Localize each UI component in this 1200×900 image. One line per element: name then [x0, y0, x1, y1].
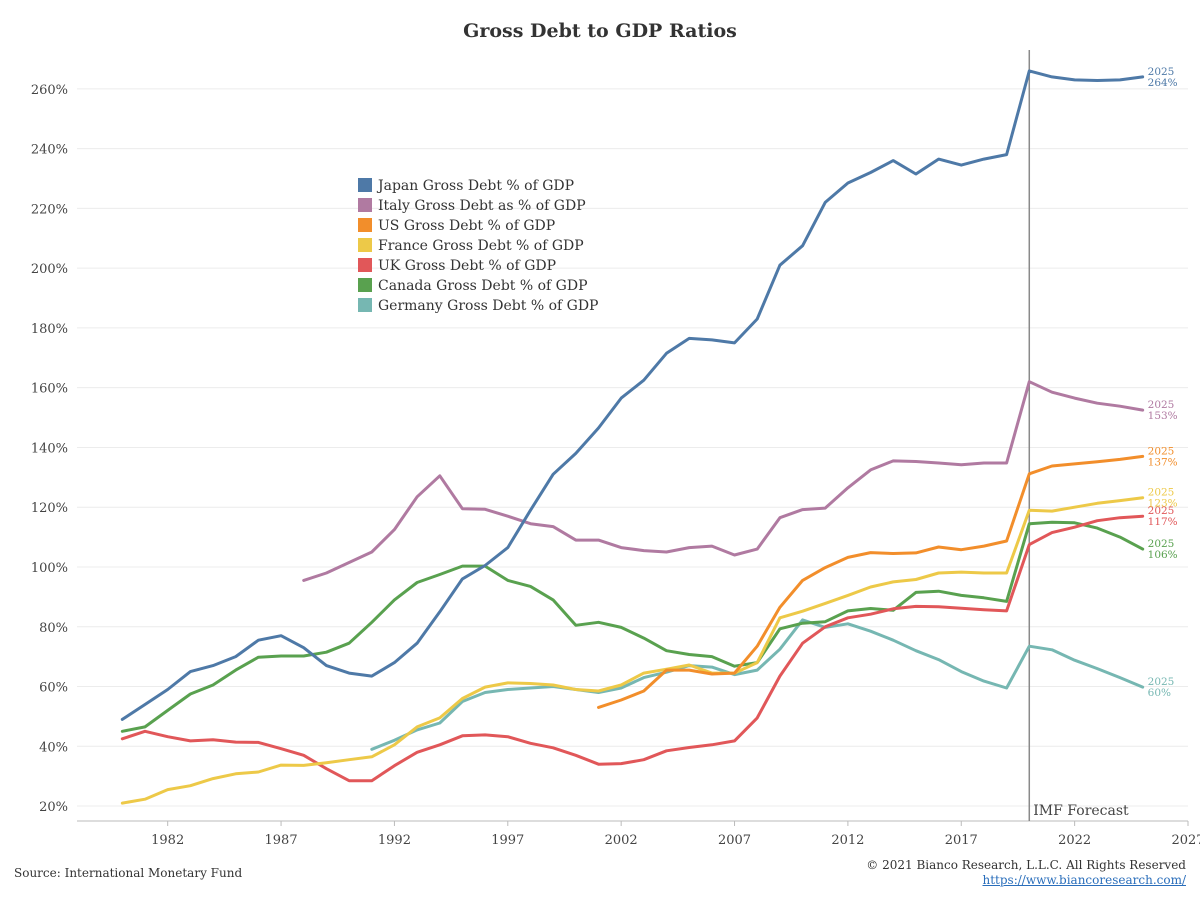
- x-tick-label: 2027: [1171, 833, 1200, 848]
- y-tick-label: 20%: [39, 800, 68, 815]
- y-tick-label: 60%: [39, 681, 68, 696]
- legend-swatch-us: [358, 218, 372, 232]
- legend-swatch-japan: [358, 178, 372, 192]
- legend-swatch-uk: [358, 258, 372, 272]
- legend-label-canada: Canada Gross Debt % of GDP: [378, 278, 588, 294]
- y-tick-label: 200%: [31, 262, 68, 277]
- x-tick-label: 1992: [378, 833, 411, 848]
- legend-label-uk: UK Gross Debt % of GDP: [378, 258, 556, 274]
- legend-swatch-italy: [358, 198, 372, 212]
- end-label-year-us: 2025: [1148, 445, 1175, 457]
- end-label-year-japan: 2025: [1148, 66, 1175, 78]
- legend-label-france: France Gross Debt % of GDP: [378, 238, 584, 254]
- source-note: Source: International Monetary Fund: [14, 866, 243, 880]
- legend-label-us: US Gross Debt % of GDP: [378, 218, 555, 234]
- axes: 20% 40% 60% 80% 100% 120% 140% 160% 180% 200% 220%…: [31, 50, 1200, 848]
- x-tick-label: 2012: [831, 833, 864, 848]
- end-label-year-uk: 2025: [1148, 505, 1175, 517]
- series-line-us: [597, 454, 1145, 709]
- chart-title: Gross Debt to GDP Ratios: [463, 20, 737, 42]
- forecast-annotation: IMF Forecast: [1033, 803, 1129, 819]
- end-label-value-japan: 264%: [1148, 77, 1178, 89]
- series-line-italy: [302, 380, 1145, 582]
- end-label-year-canada: 2025: [1148, 538, 1175, 550]
- end-label-year-italy: 2025: [1148, 399, 1175, 411]
- end-label-value-italy: 153%: [1148, 410, 1178, 422]
- x-tick-label: 2017: [945, 833, 978, 848]
- copyright-block: © 2021 Bianco Research, L.L.C. All Right…: [866, 858, 1186, 888]
- series-line-france: [120, 496, 1145, 805]
- series-lines: [120, 69, 1145, 805]
- x-tick-label: 1987: [265, 833, 298, 848]
- series-line-japan: [120, 69, 1145, 721]
- series-line-uk: [120, 514, 1145, 783]
- y-tick-label: 240%: [31, 143, 68, 158]
- legend-label-japan: Japan Gross Debt % of GDP: [376, 178, 574, 194]
- grid-lines: [77, 88, 1188, 807]
- x-tick-label: 1982: [151, 833, 184, 848]
- legend-swatch-germany: [358, 298, 372, 312]
- series-line-germany: [370, 618, 1145, 751]
- legend-swatch-france: [358, 238, 372, 252]
- x-tick-label: 2022: [1058, 833, 1091, 848]
- legend-label-germany: Germany Gross Debt % of GDP: [378, 298, 598, 314]
- end-label-value-germany: 60%: [1148, 687, 1171, 699]
- legend: Japan Gross Debt % of GDP Italy Gross Deb…: [358, 178, 598, 314]
- y-tick-label: 180%: [31, 322, 68, 337]
- legend-label-italy: Italy Gross Debt as % of GDP: [378, 198, 586, 214]
- y-tick-label: 100%: [31, 561, 68, 576]
- end-label-value-canada: 106%: [1148, 549, 1178, 561]
- x-tick-label: 1997: [491, 833, 524, 848]
- copyright-text: © 2021 Bianco Research, L.L.C. All Right…: [866, 858, 1186, 872]
- y-tick-label: 260%: [31, 83, 68, 98]
- x-tick-label: 2007: [718, 833, 751, 848]
- legend-swatch-canada: [358, 278, 372, 292]
- x-tick-label: 2002: [605, 833, 638, 848]
- y-tick-label: 220%: [31, 202, 68, 217]
- end-label-value-us: 137%: [1148, 456, 1178, 468]
- end-label-value-france: 123%: [1148, 498, 1178, 510]
- y-tick-label: 120%: [31, 501, 68, 516]
- y-tick-label: 80%: [39, 621, 68, 636]
- y-tick-label: 160%: [31, 382, 68, 397]
- website-link[interactable]: https://www.biancoresearch.com/: [982, 873, 1186, 887]
- end-label-value-uk: 117%: [1148, 516, 1178, 528]
- y-tick-label: 140%: [31, 441, 68, 456]
- end-label-year-germany: 2025: [1148, 676, 1175, 688]
- series-line-canada: [120, 520, 1145, 733]
- y-tick-label: 40%: [39, 740, 68, 755]
- end-label-year-france: 2025: [1148, 487, 1175, 499]
- end-labels: 2025264%2025153%2025137%2025123%2025117%…: [1148, 66, 1178, 699]
